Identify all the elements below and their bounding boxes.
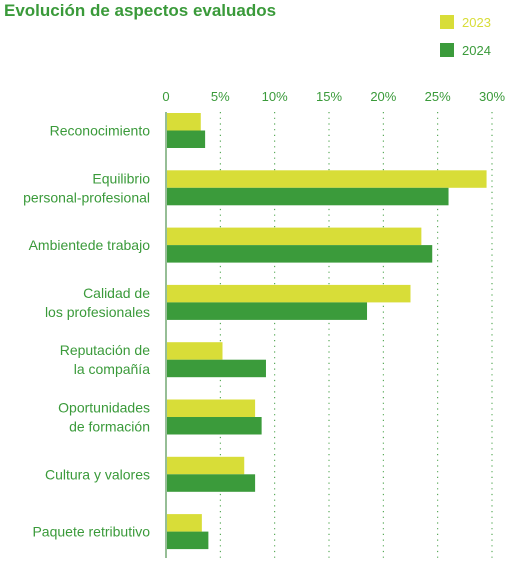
category-label: Cultura y valores (45, 466, 150, 482)
category-label-line: Ambientede trabajo (29, 237, 151, 253)
bar-2024 (167, 302, 368, 320)
chart-title: Evolución de aspectos evaluados (4, 1, 276, 20)
bar-2024 (167, 531, 209, 550)
category-label: Paquete retributivo (32, 524, 150, 540)
x-tick-label: 10% (262, 89, 288, 104)
category-label-line: Oportunidades (58, 400, 150, 416)
category-label: Equilibrio personal-profesional (23, 170, 150, 205)
bars (167, 113, 487, 550)
legend-label-2023: 2023 (462, 15, 491, 30)
legend-label-2024: 2024 (462, 43, 491, 58)
bar-2024 (167, 130, 206, 148)
bar-2024 (167, 417, 262, 435)
category-label: Calidad de los profesionales (45, 285, 150, 320)
x-axis: 0 5% 10% 15% 20% 25% 30% (162, 89, 505, 104)
x-tick-label: 5% (211, 89, 230, 104)
category-label: Reconocimiento (50, 123, 151, 139)
category-label-line: la compañía (74, 361, 150, 377)
category-label-line: Reputación de (60, 342, 151, 358)
legend-swatch-2023 (440, 15, 454, 29)
legend: 2023 2024 (440, 15, 491, 58)
category-label: Ambientede trabajo (29, 237, 151, 253)
category-label: Reputación de la compañía (60, 342, 151, 377)
category-label-line: Reconocimiento (50, 123, 151, 139)
category-label-line: los profesionales (45, 304, 150, 320)
legend-swatch-2024 (440, 43, 454, 57)
category-label-line: personal-profesional (23, 189, 150, 205)
y-axis: Reconocimiento Equilibrio personal-profesi… (23, 123, 150, 540)
x-tick-label: 25% (425, 89, 451, 104)
category-label: Oportunidades de formación (58, 400, 150, 435)
x-tick-label: 15% (316, 89, 342, 104)
bar-2023 (167, 342, 223, 360)
bar-2023 (167, 113, 201, 131)
bar-2023 (167, 227, 422, 246)
bar-2024 (167, 245, 433, 263)
bar-2024 (167, 187, 449, 206)
bar-2023 (167, 284, 411, 303)
bar-2023 (167, 170, 487, 188)
bar-2023 (167, 456, 245, 475)
x-tick-label: 20% (370, 89, 396, 104)
x-tick-label: 0 (162, 89, 169, 104)
category-label-line: Paquete retributivo (32, 524, 150, 540)
bar-2024 (167, 359, 266, 378)
category-label-line: de formación (69, 419, 150, 435)
bar-2024 (167, 474, 256, 492)
bar-2023 (167, 399, 256, 417)
category-label-line: Equilibrio (92, 170, 150, 186)
x-tick-label: 30% (479, 89, 505, 104)
category-label-line: Calidad de (83, 285, 150, 301)
category-label-line: Cultura y valores (45, 466, 150, 482)
bar-2023 (167, 514, 202, 532)
